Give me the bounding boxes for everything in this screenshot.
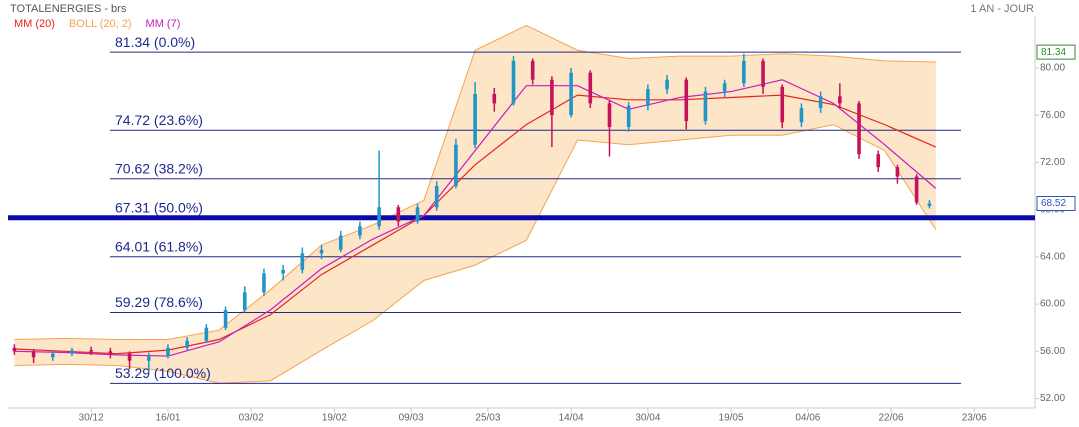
candle-body [70,350,74,354]
fib-label: 59.29 (78.6%) [115,294,203,310]
candle-body [876,154,881,168]
candle-body [281,269,285,274]
candle-body [895,167,900,177]
candle-body [204,327,209,341]
candle-body [377,207,381,227]
price-tag-box [1036,195,1076,211]
candle-body [684,79,689,122]
legend-entry: BOLL (20, 2) [69,18,132,30]
candle-body [722,83,727,92]
x-tick-label: 30/12 [79,413,104,424]
candle-body [818,96,823,109]
candle-body [338,235,343,250]
fib-label: 70.62 (38.2%) [115,160,203,176]
candle-body [89,350,93,352]
candle-body [646,89,650,106]
x-tick-label: 25/03 [475,413,500,424]
candle-body [454,144,458,187]
candle-body [511,60,516,104]
fib-label: 74.72 (23.6%) [115,112,203,128]
candle-body [799,108,804,123]
candle-body [742,60,746,84]
y-tick-label: 76.00 [1040,110,1065,121]
candle-body [242,292,247,310]
fib-label: 64.01 (61.8%) [115,238,203,254]
x-tick-label: 09/03 [399,413,424,424]
candle-body [703,91,708,122]
x-tick-label: 30/04 [635,413,660,424]
y-tick-label: 60.00 [1040,299,1065,310]
candle-body [626,105,631,127]
y-tick-label: 80.00 [1040,63,1065,74]
candle-body [530,60,535,80]
x-tick-label: 19/02 [322,413,347,424]
candle-body [434,186,439,208]
fib-label: 81.34 (0.0%) [115,34,195,50]
candle-body [550,79,554,116]
y-tick-label: 52.00 [1040,393,1065,404]
candle-body [761,60,765,87]
x-tick-label: 14/04 [559,413,584,424]
x-tick-label: 23/06 [962,413,987,424]
fib-label: 67.31 (50.0%) [115,199,203,215]
candle-body [588,72,593,104]
candle-body [358,226,362,236]
x-tick-label: 19/05 [719,413,744,424]
candle-body [607,103,612,127]
bollinger-lower [14,124,937,384]
candle-body [146,356,151,361]
candle-body [31,351,36,358]
candle-body [262,273,266,293]
price-tag: 81.34 [1041,47,1066,58]
x-tick-label: 03/02 [239,413,264,424]
candle-body [857,103,861,155]
legend-entry: MM (20) [14,18,55,30]
candle-body [108,351,113,354]
candle-body [415,207,420,222]
candle-body [127,353,132,361]
x-tick-label: 22/06 [879,413,904,424]
bollinger-upper [14,24,936,341]
candle-body [185,340,189,348]
candle-body [12,347,17,352]
candle-body [319,249,324,254]
timeframe: 1 AN - JOUR [970,3,1034,15]
price-tag-box [1036,44,1076,60]
candle-body [166,347,170,357]
candle-body [927,203,932,207]
x-tick-label: 16/01 [155,413,180,424]
candle-body [914,176,919,203]
y-tick-label: 72.00 [1040,157,1065,168]
candle-body [780,86,785,123]
y-tick-label: 56.00 [1040,346,1065,357]
y-tick-label: 64.00 [1040,252,1065,263]
candle-body [838,96,842,104]
candle-body [300,253,305,270]
candle-body [473,93,477,145]
fib-label: 53.29 (100.0%) [115,365,211,381]
legend-entry: MM (7) [146,18,181,30]
chart-title: TOTALENERGIES - brs [10,3,127,15]
candle-body [569,72,573,116]
candle-body [223,310,228,328]
candle-body [665,79,669,90]
x-tick-label: 04/06 [795,413,820,424]
candle-body [492,93,497,104]
candle-body [396,207,401,222]
price-tag: 68.52 [1041,198,1066,209]
candle-body [50,353,55,358]
